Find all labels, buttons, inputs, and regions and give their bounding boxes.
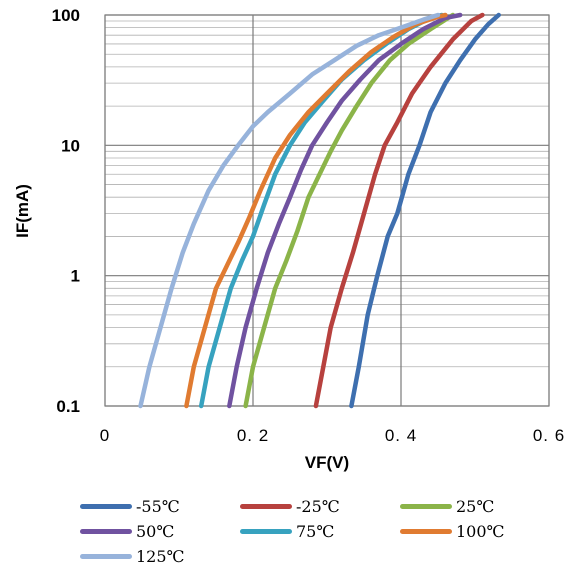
legend-swatch — [80, 529, 132, 534]
y-tick-label: 1 — [71, 267, 80, 286]
legend-swatch — [240, 504, 292, 509]
x-axis-label: VF(V) — [305, 453, 349, 472]
y-tick-label: 100 — [52, 6, 80, 25]
legend-swatch — [400, 504, 452, 509]
x-tick-label: 0. 2 — [237, 426, 269, 445]
legend-item: -25℃ — [240, 497, 400, 516]
series-line — [349, 12, 501, 409]
x-tick-label: 0. 6 — [533, 426, 565, 445]
series-line — [138, 12, 441, 409]
legend-item: 25℃ — [400, 497, 560, 516]
legend-row: 50℃ 75℃ 100℃ — [80, 519, 560, 544]
x-tick-label: 0 — [100, 426, 110, 445]
legend-item: 125℃ — [80, 547, 252, 566]
legend-label: -55℃ — [136, 497, 180, 516]
series-line — [184, 12, 448, 409]
legend-swatch — [240, 529, 292, 534]
legend-label: 50℃ — [136, 522, 175, 541]
legend-row: -55℃ -25℃ 25℃ — [80, 494, 560, 519]
series-line — [313, 12, 485, 409]
x-tick-label: 0. 4 — [385, 426, 417, 445]
legend-item: 100℃ — [400, 522, 560, 541]
legend-swatch — [80, 554, 132, 559]
legend-row: 125℃ — [80, 544, 560, 569]
legend-label: -25℃ — [296, 497, 340, 516]
legend-item: 50℃ — [80, 522, 240, 541]
plot-area-border — [104, 14, 550, 407]
y-tick-label: 10 — [61, 136, 80, 155]
legend-item: -55℃ — [80, 497, 240, 516]
grid — [104, 14, 550, 407]
legend-item: 75℃ — [240, 522, 400, 541]
y-axis-label: IF(mA) — [13, 184, 32, 238]
series-line — [198, 12, 444, 409]
legend-label: 125℃ — [136, 547, 185, 566]
series-line — [227, 12, 463, 409]
series-layer — [138, 12, 501, 409]
chart: 0.1 1 10 100 0 0. 2 0. 4 0. 6 VF(V) IF(mA) — [13, 6, 565, 472]
legend-label: 25℃ — [456, 497, 495, 516]
legend-label: 75℃ — [296, 522, 335, 541]
legend-swatch — [80, 504, 132, 509]
series-line — [243, 12, 456, 409]
legend-label: 100℃ — [456, 522, 505, 541]
legend-swatch — [400, 529, 452, 534]
y-tick-label: 0.1 — [56, 397, 80, 416]
tick-labels: 0.1 1 10 100 0 0. 2 0. 4 0. 6 — [52, 6, 565, 445]
legend: -55℃ -25℃ 25℃ 50℃ 75℃ 100℃ 125℃ — [80, 494, 560, 569]
